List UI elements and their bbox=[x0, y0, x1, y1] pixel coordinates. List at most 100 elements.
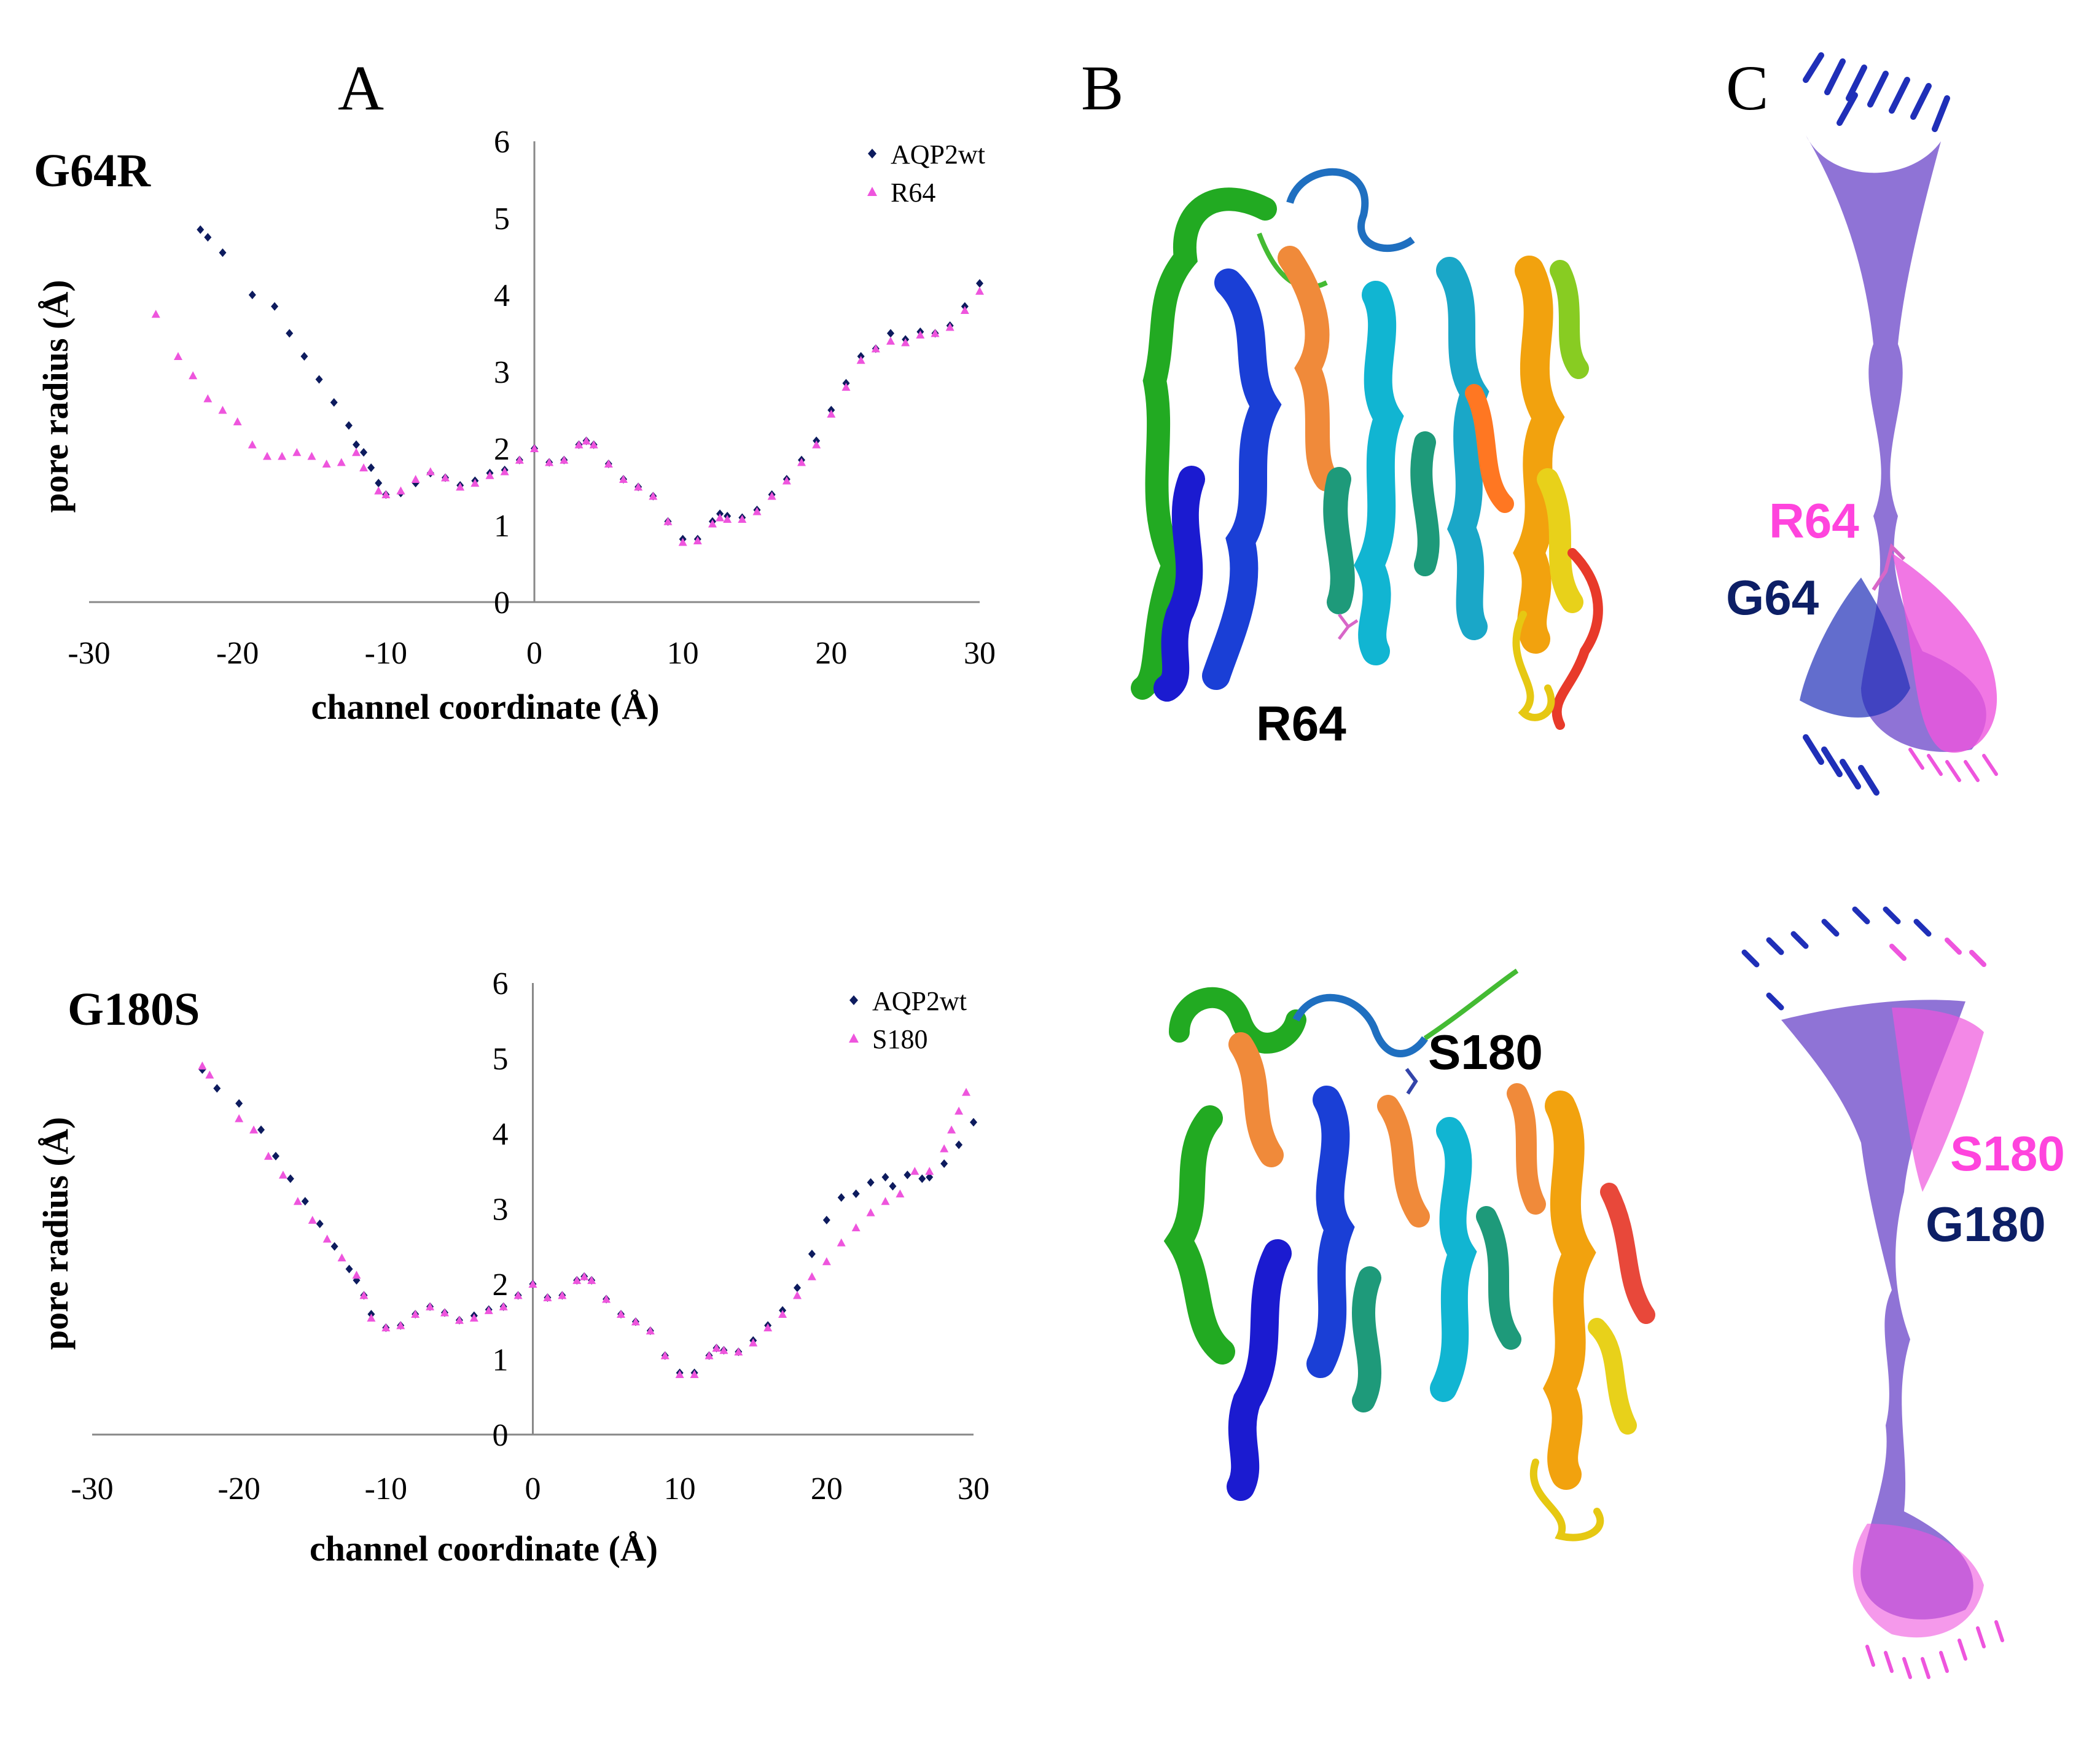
data-point-r64 bbox=[278, 452, 287, 460]
data-point-aqp2wt bbox=[204, 233, 212, 242]
data-point-r64 bbox=[797, 458, 806, 466]
ribbon-bottom-svg: S180 bbox=[1163, 968, 1655, 1541]
data-point-s180 bbox=[881, 1197, 890, 1205]
data-point-r64 bbox=[812, 440, 821, 448]
data-point-s180 bbox=[962, 1087, 971, 1096]
data-point-r64 bbox=[322, 460, 331, 468]
data-point-aqp2wt bbox=[271, 302, 279, 311]
data-point-r64 bbox=[337, 458, 346, 466]
data-point-s180 bbox=[411, 1310, 420, 1318]
data-point-s180 bbox=[940, 1144, 949, 1153]
data-point-s180 bbox=[690, 1370, 699, 1378]
protein-structure-bottom: S180 bbox=[1142, 958, 1671, 1573]
data-point-r64 bbox=[856, 356, 865, 364]
data-point-aqp2wt bbox=[248, 291, 256, 299]
data-point-r64 bbox=[174, 352, 182, 360]
x-tick-label: -20 bbox=[216, 636, 259, 671]
data-point-r64 bbox=[426, 467, 435, 476]
data-point-r64 bbox=[767, 492, 776, 500]
y-tick-label: 6 bbox=[494, 125, 510, 160]
data-point-r64 bbox=[307, 452, 316, 460]
x-tick-label: 20 bbox=[815, 636, 847, 671]
y-tick-label: 3 bbox=[494, 355, 510, 390]
data-point-r64 bbox=[693, 536, 702, 544]
data-point-aqp2wt bbox=[970, 1118, 977, 1127]
series-s180 bbox=[198, 1061, 971, 1378]
y-tick-label: 5 bbox=[494, 202, 510, 237]
data-point-r64 bbox=[500, 467, 509, 476]
data-point-r64 bbox=[841, 383, 851, 391]
data-point-s180 bbox=[484, 1306, 493, 1314]
pore-profile-top: R64 G64 bbox=[1708, 25, 2027, 823]
data-point-s180 bbox=[308, 1215, 317, 1224]
y-axis-label: pore radius (Å) bbox=[36, 1117, 76, 1350]
data-point-s180 bbox=[602, 1295, 611, 1303]
data-point-aqp2wt bbox=[375, 479, 383, 488]
y-tick-label: 5 bbox=[493, 1042, 509, 1077]
x-tick-label: 10 bbox=[664, 1471, 696, 1506]
legend-label-aqp2wt: AQP2wt bbox=[891, 139, 985, 170]
data-point-s180 bbox=[851, 1223, 861, 1232]
data-point-s180 bbox=[235, 1114, 244, 1122]
pore-label-s180: S180 bbox=[1950, 1126, 2065, 1181]
data-point-s180 bbox=[822, 1257, 831, 1266]
data-point-aqp2wt bbox=[330, 398, 338, 407]
pore-top-svg: R64 G64 bbox=[1726, 52, 1998, 796]
pore-label-g64: G64 bbox=[1726, 570, 1819, 625]
x-tick-label: 30 bbox=[958, 1471, 989, 1506]
data-point-s180 bbox=[249, 1125, 259, 1134]
data-point-r64 bbox=[470, 479, 480, 487]
x-tick-label: 0 bbox=[526, 636, 542, 671]
data-point-r64 bbox=[263, 452, 271, 460]
data-point-r64 bbox=[203, 394, 213, 402]
data-point-r64 bbox=[545, 458, 554, 466]
data-point-r64 bbox=[218, 405, 227, 414]
data-point-r64 bbox=[456, 482, 465, 491]
data-point-s180 bbox=[558, 1291, 567, 1299]
data-point-aqp2wt bbox=[219, 248, 227, 257]
pore-bottom-svg: S180 G180 bbox=[1741, 906, 2065, 1679]
data-point-s180 bbox=[660, 1351, 669, 1360]
data-point-r64 bbox=[678, 538, 687, 546]
data-point-r64 bbox=[248, 440, 257, 448]
data-point-r64 bbox=[441, 473, 450, 482]
data-point-r64 bbox=[634, 482, 643, 491]
data-point-s180 bbox=[947, 1125, 956, 1134]
data-point-aqp2wt bbox=[940, 1159, 948, 1168]
data-point-r64 bbox=[411, 475, 420, 483]
data-point-s180 bbox=[631, 1317, 640, 1326]
panel-letter-b: B bbox=[1081, 53, 1124, 123]
data-point-r64 bbox=[381, 490, 391, 498]
data-point-s180 bbox=[580, 1272, 589, 1280]
y-tick-label: 0 bbox=[494, 586, 510, 621]
data-point-aqp2wt bbox=[345, 1264, 353, 1274]
data-point-aqp2wt bbox=[286, 1174, 294, 1183]
data-point-s180 bbox=[469, 1314, 478, 1322]
panel-letter-c: C bbox=[1726, 53, 1769, 123]
data-point-r64 bbox=[530, 444, 539, 452]
data-point-aqp2wt bbox=[360, 448, 368, 457]
series-aqp2wt bbox=[198, 1065, 977, 1377]
data-point-r64 bbox=[960, 306, 969, 314]
data-point-s180 bbox=[322, 1234, 332, 1243]
data-point-r64 bbox=[352, 448, 361, 456]
data-point-r64 bbox=[189, 371, 198, 380]
data-point-aqp2wt bbox=[881, 1173, 889, 1182]
data-point-r64 bbox=[708, 519, 717, 528]
pore-label-g180: G180 bbox=[1926, 1197, 2046, 1251]
legend-label-s180: S180 bbox=[872, 1024, 927, 1054]
data-point-r64 bbox=[396, 486, 405, 495]
data-point-aqp2wt bbox=[955, 1140, 963, 1150]
data-point-aqp2wt bbox=[976, 279, 983, 288]
data-point-aqp2wt bbox=[235, 1099, 243, 1108]
y-tick-label: 4 bbox=[494, 278, 510, 313]
data-point-r64 bbox=[485, 471, 494, 479]
data-point-r64 bbox=[560, 455, 569, 464]
data-point-aqp2wt bbox=[271, 1151, 279, 1161]
data-point-r64 bbox=[716, 513, 725, 522]
data-point-s180 bbox=[778, 1310, 787, 1318]
data-point-r64 bbox=[752, 507, 762, 515]
data-point-s180 bbox=[925, 1167, 934, 1175]
data-point-s180 bbox=[675, 1370, 684, 1378]
data-point-s180 bbox=[352, 1271, 361, 1279]
